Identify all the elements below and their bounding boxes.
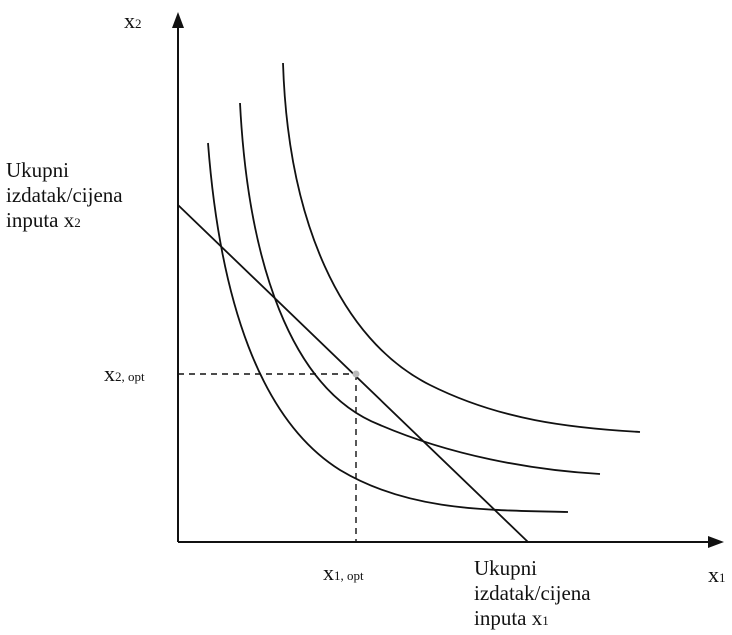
x-axis-label: x1	[708, 562, 726, 588]
isoquant-curve-3	[282, 62, 641, 433]
x-axis-label-main: x	[708, 562, 719, 587]
x-axis-arrow-icon	[708, 536, 724, 548]
x-axis-label-sub: 1	[719, 570, 726, 585]
y-intercept-label-line3-main: inputa x	[6, 208, 75, 232]
x1-opt-label-sub: 1, opt	[334, 568, 364, 583]
x-intercept-label-line1: Ukupni	[474, 556, 537, 580]
y-intercept-label-line2: izdatak/cijena	[6, 183, 123, 207]
x-intercept-label-line3-sub: 1	[542, 613, 549, 628]
y-axis-label: x2	[124, 8, 142, 34]
x-intercept-label-line3: inputa x1	[474, 606, 591, 633]
x2-opt-label-main: x	[104, 361, 115, 386]
y-axis-label-sub: 2	[135, 16, 142, 31]
x1-opt-label: x1, opt	[323, 560, 364, 586]
y-intercept-label-line1: Ukupni	[6, 158, 69, 182]
y-intercept-label-line3-sub: 2	[74, 215, 81, 230]
y-intercept-label-line3: inputa x2	[6, 208, 123, 235]
x2-opt-label: x2, opt	[104, 361, 145, 387]
x2-opt-label-sub: 2, opt	[115, 369, 145, 384]
isoquant-curve-1	[207, 142, 569, 513]
optimum-point	[352, 370, 360, 378]
x-intercept-label-line2: izdatak/cijena	[474, 581, 591, 605]
isoquant-curve-2	[239, 102, 601, 475]
y-intercept-label: Ukupni izdatak/cijena inputa x2	[6, 158, 123, 235]
y-axis-label-main: x	[124, 8, 135, 33]
y-axis-arrow-icon	[172, 12, 184, 28]
x1-opt-label-main: x	[323, 560, 334, 585]
x-intercept-label-line3-main: inputa x	[474, 606, 543, 630]
x-intercept-label: Ukupni izdatak/cijena inputa x1	[474, 556, 591, 633]
